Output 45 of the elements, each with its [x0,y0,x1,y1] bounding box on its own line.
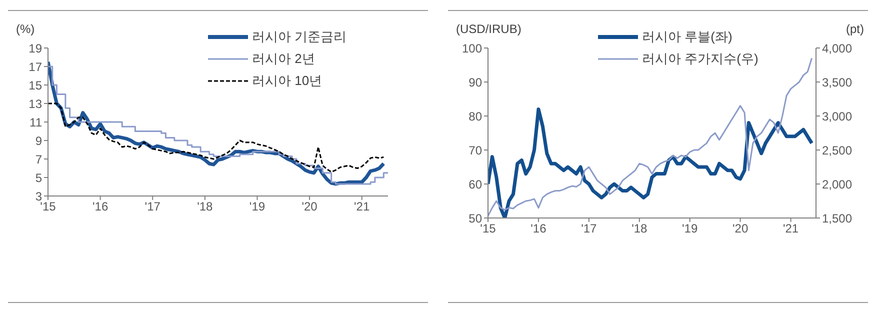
y-tick-label: 19 [28,41,42,56]
y2-tick-label: 4,000 [822,41,852,56]
y-axis-title: (USD/IRUB) [456,22,522,36]
y-tick-label: 17 [28,60,42,74]
y-tick-label: 11 [30,115,42,130]
x-tick-label: '17 [144,200,161,214]
y2-tick-label: 2,500 [822,143,852,158]
x-tick-label: '19 [249,200,266,214]
y-axis-title: (%) [16,22,35,36]
y2-tick-label: 2,000 [822,177,852,192]
y-tick-label: 15 [28,78,42,92]
x-tick-label: '17 [581,222,598,236]
x-tick-label: '16 [92,200,108,214]
y-tick-label: 5 [35,170,42,185]
line-series [488,107,814,218]
legend-label: 러시아 10년 [252,72,322,90]
y-tick-label: 80 [468,109,482,124]
y-tick-label: 7 [35,152,42,166]
y-tick-label: 70 [468,143,482,158]
x-tick-label: '21 [782,222,799,236]
x-tick-label: '18 [197,200,214,214]
y2-axis-title: (pt) [846,22,864,36]
x-tick-label: '16 [530,222,547,236]
y2-tick-label: 1,500 [822,211,852,226]
y-tick-label: 90 [468,75,482,90]
y2-tick-label: 3,500 [822,75,852,90]
x-tick-label: '20 [302,200,318,214]
y-tick-label: 60 [468,177,482,192]
x-tick-label: '15 [480,222,496,236]
x-tick-label: '15 [40,200,56,214]
x-tick-label: '19 [682,222,698,236]
y-tick-label: 13 [28,96,42,111]
y-tick-label: 3 [35,189,42,204]
y-tick-label: 100 [462,41,482,56]
x-tick-label: '18 [632,222,648,236]
y2-tick-label: 3,000 [822,109,852,124]
x-tick-label: '20 [732,222,748,236]
legend-label: 러시아 루블(좌) [642,28,732,46]
legend-label: 러시아 기준금리 [252,28,347,46]
legend-label: 러시아 2년 [252,50,315,68]
y-tick-label: 9 [35,134,42,148]
x-tick-label: '21 [354,200,370,214]
y-tick-label: 50 [468,211,482,226]
line-series [48,102,384,173]
legend-label: 러시아 주가지수(우) [642,50,758,68]
